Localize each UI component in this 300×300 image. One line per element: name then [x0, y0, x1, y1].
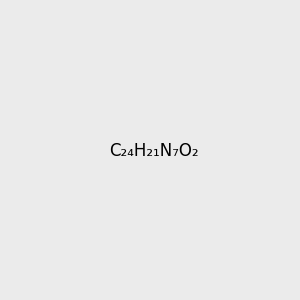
Text: C₂₄H₂₁N₇O₂: C₂₄H₂₁N₇O₂: [109, 142, 199, 160]
